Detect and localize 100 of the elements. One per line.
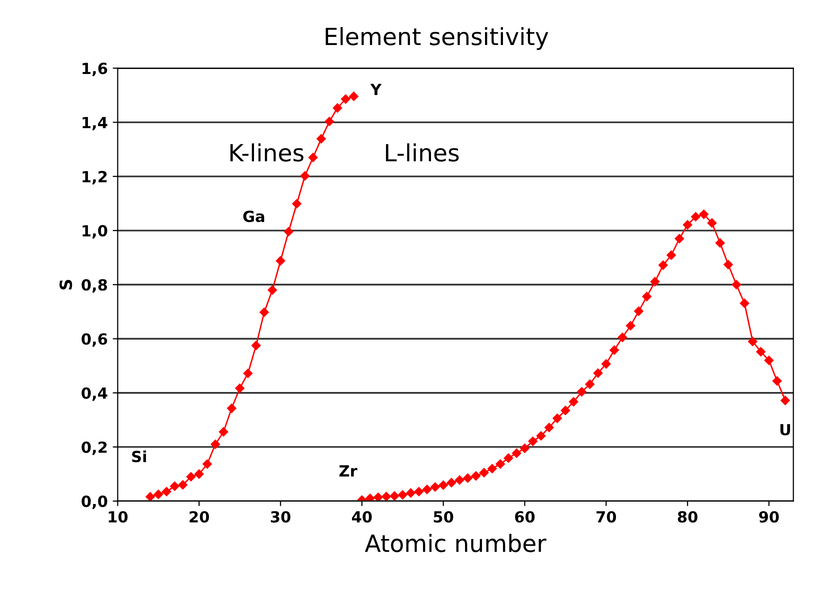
point (341, 94, 350, 104)
point (748, 336, 758, 346)
point (772, 376, 782, 386)
point (382, 492, 391, 502)
point (642, 292, 652, 302)
point (406, 488, 416, 498)
point (732, 280, 742, 290)
point (528, 436, 538, 446)
y-tick-label: 0,2 (82, 441, 107, 455)
point (577, 387, 586, 396)
point (446, 478, 456, 488)
y-tick-label: 1,0 (82, 224, 108, 239)
point (154, 490, 164, 499)
point (308, 152, 318, 162)
point (438, 480, 448, 490)
point (650, 277, 660, 286)
y-tick-label: 1,4 (82, 116, 108, 130)
point (544, 422, 554, 432)
point (454, 475, 464, 485)
point (471, 471, 481, 481)
point (463, 473, 472, 483)
y-tick-label: 0,6 (82, 333, 108, 347)
point (610, 345, 619, 355)
point (552, 414, 562, 423)
point (560, 406, 570, 416)
point (210, 440, 220, 449)
point (300, 171, 310, 180)
point (658, 260, 668, 270)
annotation: K-lines (230, 143, 304, 162)
point (186, 472, 196, 482)
point (602, 359, 611, 369)
point (218, 427, 228, 436)
point (324, 116, 334, 126)
x-tick-label: 60 (515, 511, 535, 523)
point (674, 234, 684, 244)
x-tick-label: 70 (596, 511, 616, 523)
point (626, 321, 636, 330)
point (260, 308, 269, 317)
annotation: U (780, 424, 790, 436)
point (764, 356, 774, 366)
point (780, 396, 790, 406)
point (520, 444, 530, 453)
point (430, 482, 440, 492)
y-tick-label: 1,2 (82, 170, 107, 184)
point (756, 347, 766, 356)
point (724, 260, 733, 270)
annotation: Zr (339, 465, 358, 476)
point (715, 238, 725, 248)
x-axis-title: Atomic number (364, 534, 546, 552)
point (374, 492, 383, 502)
y-axis-title: S (60, 280, 72, 290)
x-tick-label: 10 (108, 511, 128, 523)
x-tick-label: 20 (190, 511, 209, 523)
point (488, 464, 497, 474)
point (390, 491, 400, 501)
annotation: Y (370, 84, 382, 95)
point (170, 482, 180, 491)
annotation: L-lines (386, 143, 459, 162)
point (666, 250, 676, 260)
point (740, 298, 750, 308)
point (178, 480, 188, 490)
x-tick-label: 80 (678, 511, 698, 523)
point (634, 306, 644, 316)
point (496, 459, 505, 469)
point (398, 490, 408, 500)
point (316, 134, 326, 144)
point (618, 332, 628, 342)
chart-title: Element sensitivity (326, 27, 548, 50)
point (162, 486, 172, 496)
x-tick-label: 50 (434, 511, 454, 523)
annotation: Ga (243, 210, 264, 222)
annotation: Si (132, 450, 146, 462)
point (536, 431, 546, 441)
y-tick-label: 0,8 (82, 279, 108, 293)
point (235, 384, 244, 393)
point (243, 368, 253, 378)
point (292, 199, 302, 208)
point (365, 494, 375, 502)
point (146, 492, 155, 502)
y-tick-label: 0,0 (82, 496, 108, 510)
point (251, 340, 261, 350)
point (512, 448, 522, 458)
point (276, 256, 286, 266)
point (707, 218, 717, 228)
point (568, 397, 578, 406)
x-tick-label: 40 (352, 511, 372, 523)
point (227, 404, 236, 413)
point (422, 484, 432, 494)
point (504, 453, 514, 463)
point (479, 468, 489, 478)
point (682, 220, 692, 230)
point (284, 226, 294, 236)
point (202, 459, 212, 469)
x-tick-label: 30 (270, 511, 290, 523)
point (349, 92, 358, 101)
point (414, 486, 424, 496)
point (691, 212, 700, 222)
y-tick-label: 1,6 (82, 62, 108, 76)
y-tick-label: 0,4 (82, 387, 108, 401)
point (593, 368, 603, 378)
